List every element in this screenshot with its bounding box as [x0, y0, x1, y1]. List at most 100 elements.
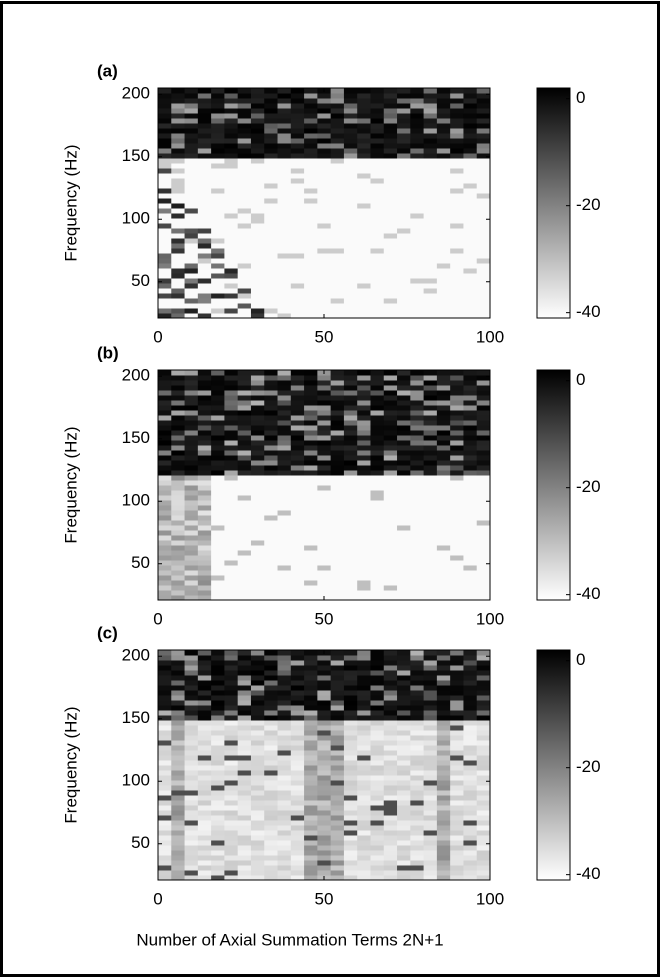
- heatmap-cell: [291, 785, 305, 791]
- heatmap-cell: [291, 495, 305, 501]
- heatmap-cell: [410, 278, 424, 284]
- heatmap-cell: [397, 495, 411, 501]
- heatmap-cell: [278, 223, 292, 229]
- heatmap-cell: [304, 303, 318, 309]
- heatmap-cell: [344, 525, 358, 531]
- heatmap-cell: [477, 208, 491, 214]
- heatmap-cell: [224, 173, 238, 179]
- heatmap-cell: [291, 720, 305, 726]
- heatmap-cell: [198, 390, 212, 396]
- heatmap-cell: [410, 535, 424, 541]
- heatmap-cell: [238, 550, 252, 556]
- heatmap-cell: [344, 480, 358, 486]
- heatmap-cell: [317, 380, 331, 386]
- heatmap-cell: [224, 420, 238, 426]
- heatmap-cell: [344, 143, 358, 149]
- heatmap-cell: [264, 525, 278, 531]
- heatmap-cell: [450, 715, 464, 721]
- heatmap-cell: [317, 415, 331, 421]
- heatmap-cell: [477, 650, 491, 656]
- heatmap-cell: [185, 770, 199, 776]
- heatmap-cell: [463, 153, 477, 159]
- heatmap-cell: [410, 308, 424, 314]
- heatmap-cell: [211, 860, 225, 866]
- heatmap-cell: [251, 133, 265, 139]
- heatmap-cell: [450, 675, 464, 681]
- heatmap-cell: [450, 445, 464, 451]
- heatmap-cell: [410, 188, 424, 194]
- heatmap-cell: [185, 705, 199, 711]
- heatmap-cell: [424, 198, 438, 204]
- heatmap-cell: [198, 238, 212, 244]
- heatmap-cell: [463, 795, 477, 801]
- heatmap-cell: [291, 535, 305, 541]
- heatmap-cell: [477, 735, 491, 741]
- heatmap-cell: [437, 405, 451, 411]
- heatmap-cell: [477, 730, 491, 736]
- heatmap-cell: [410, 760, 424, 766]
- heatmap-cell: [158, 143, 172, 149]
- heatmap-cell: [264, 560, 278, 566]
- heatmap-cell: [331, 715, 345, 721]
- heatmap-cell: [278, 198, 292, 204]
- heatmap-cell: [450, 685, 464, 691]
- heatmap-cell: [238, 680, 252, 686]
- heatmap-cell: [424, 228, 438, 234]
- heatmap-cell: [344, 475, 358, 481]
- heatmap-cell: [198, 108, 212, 114]
- heatmap-cell: [450, 815, 464, 821]
- heatmap-cell: [397, 690, 411, 696]
- heatmap-cell: [278, 750, 292, 756]
- heatmap-cell: [437, 495, 451, 501]
- heatmap-cell: [291, 395, 305, 401]
- heatmap-cell: [238, 203, 252, 209]
- heatmap-cell: [410, 430, 424, 436]
- heatmap-cell: [384, 725, 398, 731]
- heatmap-cell: [384, 695, 398, 701]
- heatmap-cell: [264, 735, 278, 741]
- heatmap-cell: [158, 760, 172, 766]
- heatmap-cell: [397, 760, 411, 766]
- heatmap-cell: [238, 208, 252, 214]
- heatmap-cell: [357, 298, 371, 304]
- heatmap-cell: [224, 825, 238, 831]
- heatmap-cell: [185, 103, 199, 109]
- heatmap-cell: [224, 535, 238, 541]
- heatmap-cell: [251, 535, 265, 541]
- heatmap-cell: [463, 575, 477, 581]
- heatmap-cell: [384, 263, 398, 269]
- heatmap-cell: [477, 308, 491, 314]
- heatmap-cell: [291, 380, 305, 386]
- heatmap-cell: [171, 710, 185, 716]
- heatmap-cell: [410, 465, 424, 471]
- heatmap-cell: [450, 745, 464, 751]
- heatmap-cell: [317, 765, 331, 771]
- heatmap-cell: [171, 685, 185, 691]
- heatmap-cell: [264, 545, 278, 551]
- heatmap-cell: [211, 470, 225, 476]
- heatmap-cell: [397, 860, 411, 866]
- heatmap-cell: [317, 400, 331, 406]
- heatmap-cell: [198, 113, 212, 119]
- heatmap-cell: [344, 835, 358, 841]
- heatmap-cell: [357, 810, 371, 816]
- heatmap-cell: [463, 425, 477, 431]
- heatmap-cell: [331, 690, 345, 696]
- heatmap-cell: [397, 570, 411, 576]
- heatmap-cell: [198, 470, 212, 476]
- heatmap-cell: [251, 805, 265, 811]
- heatmap-cell: [224, 545, 238, 551]
- heatmap-cell: [437, 193, 451, 199]
- heatmap-cell: [317, 800, 331, 806]
- heatmap-cell: [198, 555, 212, 561]
- heatmap-cell: [317, 108, 331, 114]
- heatmap-cell: [477, 490, 491, 496]
- heatmap-cell: [171, 410, 185, 416]
- heatmap-cell: [397, 655, 411, 661]
- heatmap-cell: [278, 525, 292, 531]
- heatmap-cell: [211, 580, 225, 586]
- heatmap-cell: [331, 253, 345, 259]
- heatmap-cell: [238, 113, 252, 119]
- heatmap-cell: [450, 680, 464, 686]
- heatmap-cell: [344, 303, 358, 309]
